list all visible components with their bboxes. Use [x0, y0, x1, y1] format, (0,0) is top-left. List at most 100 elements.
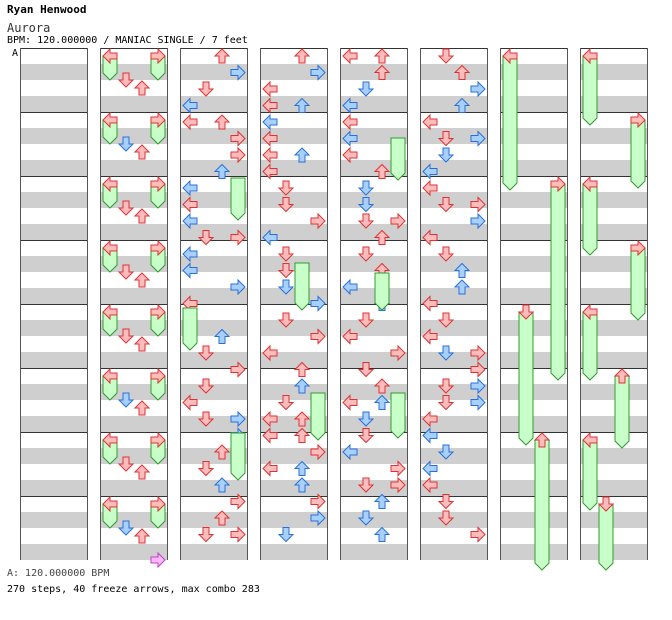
freeze-arrow	[182, 307, 198, 351]
step-arrow-up	[213, 444, 231, 460]
step-arrow-left	[182, 262, 198, 279]
step-arrow-left	[262, 410, 278, 428]
step-arrow-right	[310, 493, 326, 510]
step-arrow-up	[373, 48, 391, 64]
measure-line	[261, 432, 327, 433]
beat-stripe	[21, 192, 87, 208]
freeze-arrow	[582, 55, 598, 126]
beat-stripe	[261, 480, 327, 496]
measure-line	[181, 176, 247, 177]
step-arrow-up	[293, 411, 311, 427]
beat-stripe	[21, 544, 87, 560]
step-arrow-down	[197, 461, 215, 477]
step-arrow-left	[262, 146, 278, 164]
beat-stripe	[21, 128, 87, 144]
beat-stripe	[181, 384, 247, 400]
step-arrow-down	[437, 395, 455, 411]
measure-line	[581, 240, 647, 241]
beat-stripe	[21, 64, 87, 80]
beat-stripe	[101, 288, 167, 304]
step-arrow-left	[582, 47, 598, 65]
freeze-arrow	[294, 262, 310, 311]
step-arrow-left	[342, 394, 358, 411]
step-arrow-right	[310, 328, 326, 345]
step-arrow-left	[102, 367, 118, 385]
step-arrow-left	[262, 97, 278, 114]
step-arrow-right	[230, 410, 246, 428]
measure-line	[501, 368, 567, 369]
beat-stripe	[101, 480, 167, 496]
step-arrow-right	[470, 212, 486, 230]
step-arrow-left	[342, 146, 358, 164]
step-arrow-up	[373, 163, 391, 179]
beat-stripe	[101, 544, 167, 560]
step-arrow-down	[117, 392, 135, 408]
step-arrow-up	[133, 336, 151, 352]
measure-line	[501, 304, 567, 305]
beat-stripe	[101, 352, 167, 368]
beat-stripe	[341, 288, 407, 304]
step-arrow-up	[453, 97, 471, 113]
measure-line	[101, 48, 167, 49]
step-arrow-down	[357, 180, 375, 196]
beat-stripe	[421, 512, 487, 528]
beat-stripe	[181, 352, 247, 368]
measure-line	[101, 304, 167, 305]
measure-line	[181, 496, 247, 497]
measure-line	[101, 432, 167, 433]
measure-line	[581, 48, 647, 49]
step-arrow-up	[133, 528, 151, 544]
step-arrow-down	[437, 197, 455, 213]
step-arrow-right	[310, 295, 326, 312]
step-arrow-down	[437, 246, 455, 262]
beat-stripe	[181, 160, 247, 176]
step-arrow-up	[133, 208, 151, 224]
step-arrow-right	[150, 175, 166, 193]
step-arrow-right	[230, 526, 246, 543]
step-arrow-left	[182, 295, 198, 312]
beat-stripe	[21, 288, 87, 304]
measure-line	[261, 240, 327, 241]
beat-stripe	[501, 544, 567, 560]
step-arrow-right	[230, 64, 246, 81]
measure-line	[181, 240, 247, 241]
measure-line	[261, 112, 327, 113]
step-arrow-down	[197, 81, 215, 97]
measure-line	[581, 496, 647, 497]
step-arrow-left	[582, 303, 598, 321]
step-arrow-up	[373, 526, 391, 542]
measure-line	[21, 48, 87, 49]
step-arrow-right	[390, 212, 406, 230]
beat-stripe	[421, 64, 487, 80]
step-arrow-down	[357, 213, 375, 229]
step-arrow-up	[133, 144, 151, 160]
beat-stripe	[181, 480, 247, 496]
step-arrow-right	[310, 509, 326, 527]
measure-line	[501, 48, 567, 49]
step-arrow-up	[293, 460, 311, 476]
step-arrow-right	[470, 80, 486, 98]
freeze-arrow	[582, 183, 598, 256]
step-arrow-down	[117, 328, 135, 344]
step-arrow-left	[262, 80, 278, 98]
freeze-arrow	[230, 177, 246, 221]
step-arrow-up	[293, 477, 311, 493]
step-arrow-left	[102, 495, 118, 513]
beat-stripe	[421, 320, 487, 336]
beat-stripe	[421, 256, 487, 272]
step-arrow-left	[342, 278, 358, 296]
freeze-arrow	[614, 375, 630, 449]
step-arrow-down	[277, 263, 295, 279]
step-arrow-left	[422, 163, 438, 180]
beat-stripe	[341, 192, 407, 208]
measure-line	[101, 176, 167, 177]
beat-stripe	[261, 256, 327, 272]
measure-line	[181, 48, 247, 49]
freeze-arrow	[598, 503, 614, 571]
beat-stripe	[21, 480, 87, 496]
step-arrow-up	[213, 510, 231, 526]
step-arrow-left	[102, 175, 118, 193]
step-arrow-left	[182, 245, 198, 263]
measure-line	[501, 112, 567, 113]
